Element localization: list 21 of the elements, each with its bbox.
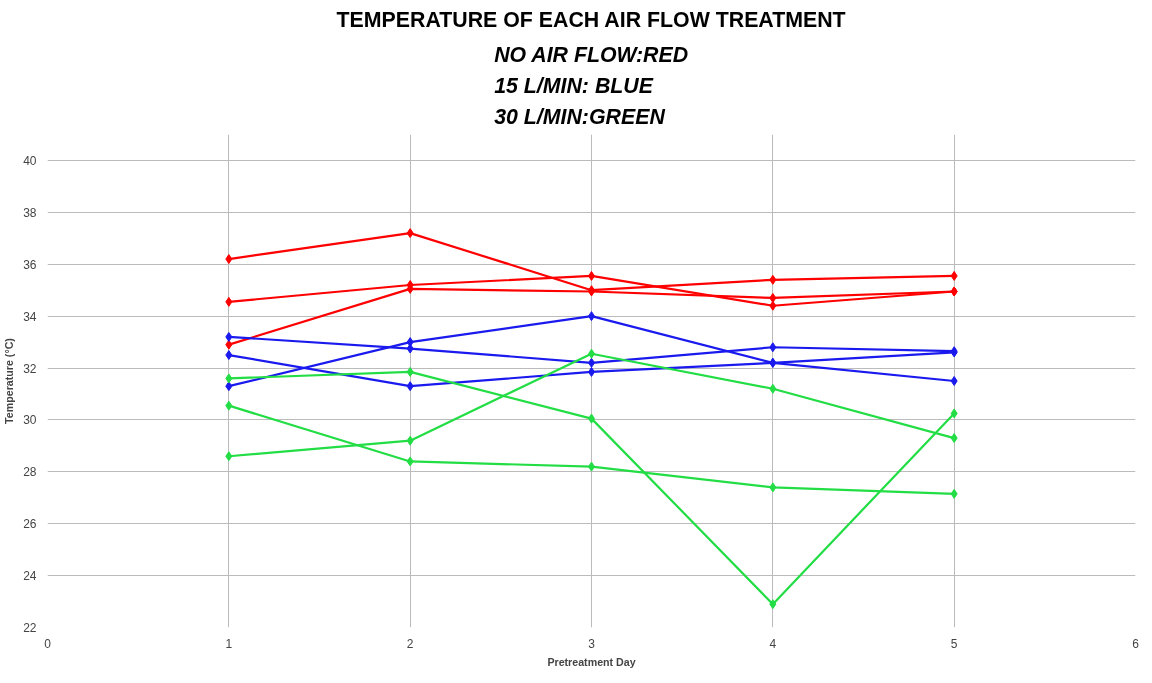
x-tick-label: 1 <box>225 636 233 651</box>
x-tick-label: 5 <box>950 636 958 651</box>
y-tick-label: 38 <box>23 205 37 220</box>
chart-subtitle: NO AIR FLOW:RED 15 L/MIN: BLUE 30 L/MIN:GREEN <box>494 43 689 130</box>
y-tick-label: 30 <box>23 413 37 428</box>
x-tick-label: 2 <box>406 636 414 651</box>
chart-title: TEMPERATURE OF EACH AIR FLOW TREATMENT <box>336 7 846 32</box>
y-tick-label: 22 <box>23 621 37 635</box>
y-tick-label: 40 <box>23 153 37 168</box>
y-tick-label: 26 <box>23 517 37 532</box>
x-tick-label: 6 <box>1132 636 1140 651</box>
x-tick-label: 3 <box>588 636 596 651</box>
y-tick-label: 34 <box>23 309 37 324</box>
y-tick-label: 32 <box>23 361 37 376</box>
x-tick-label: 4 <box>769 636 777 651</box>
x-axis-title: Pretreatment Day <box>547 655 636 668</box>
y-tick-label: 24 <box>23 569 37 584</box>
y-tick-label: 36 <box>23 257 37 272</box>
y-tick-label: 28 <box>23 465 37 480</box>
y-axis-title: Temperature (°C) <box>3 337 16 424</box>
x-tick-label: 0 <box>44 636 52 651</box>
